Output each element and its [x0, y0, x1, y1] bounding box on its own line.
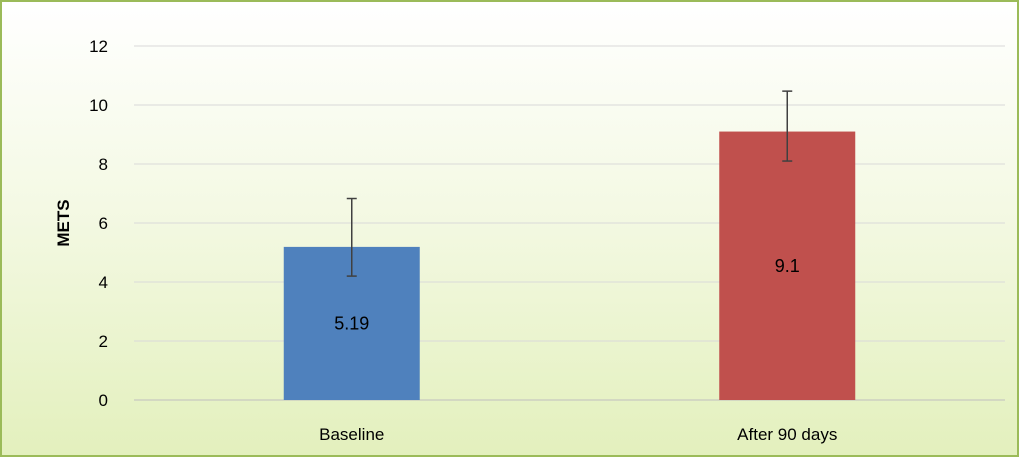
x-category-label: After 90 days [737, 425, 837, 444]
y-tick-label: 2 [99, 332, 108, 351]
y-tick-label: 4 [99, 273, 108, 292]
y-tick-label: 10 [89, 96, 108, 115]
error-bar [782, 90, 793, 162]
bar-after-90-days [719, 131, 856, 401]
error-bar [346, 197, 357, 277]
y-tick-label: 8 [99, 155, 108, 174]
labels: 0 2 4 6 8 10 12 5.19 Baseline 9.1 After 90 days [89, 37, 837, 444]
x-category-label: Baseline [319, 425, 384, 444]
y-tick-label: 6 [99, 214, 108, 233]
y-axis-title: METS [54, 199, 73, 246]
y-tick-label: 0 [99, 391, 108, 410]
gridlines [134, 45, 1005, 401]
data-label: 5.19 [334, 313, 369, 333]
data-label: 9.1 [775, 256, 800, 276]
error-bars [346, 90, 793, 277]
y-tick-label: 12 [89, 37, 108, 56]
bars [283, 131, 856, 401]
